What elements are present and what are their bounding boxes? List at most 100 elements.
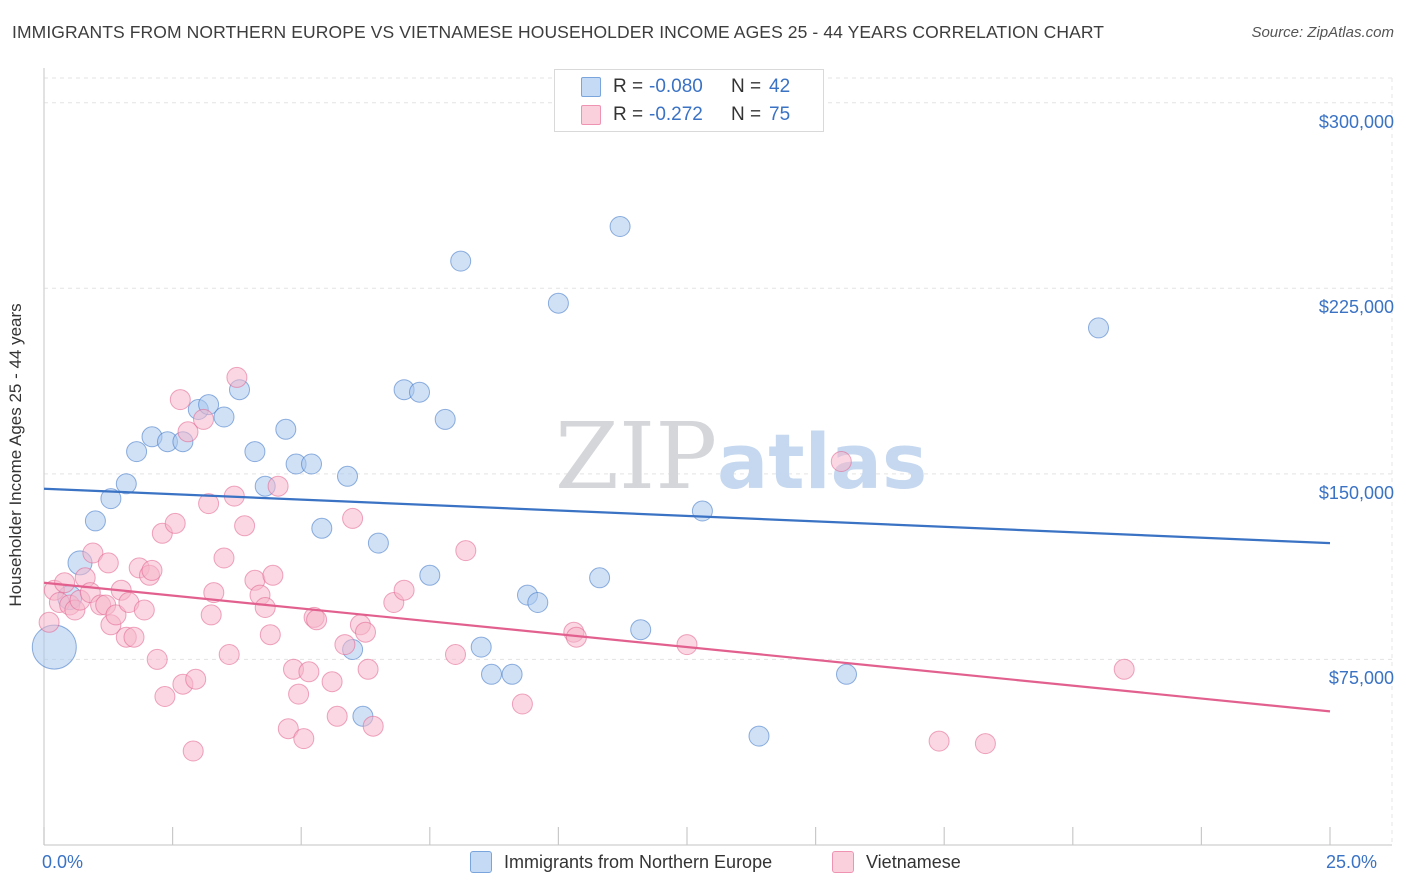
data-point-s1-57 xyxy=(342,507,364,529)
data-point-s1-31 xyxy=(185,668,207,690)
data-point-s1-51 xyxy=(298,661,320,683)
data-point-s0-4 xyxy=(100,488,122,510)
data-point-s1-23 xyxy=(146,648,168,670)
watermark-zip: ZIP xyxy=(555,403,717,510)
data-point-s1-53 xyxy=(306,609,328,631)
data-point-s1-22 xyxy=(141,559,163,581)
series-legend: Immigrants from Northern Europe Vietname… xyxy=(0,851,1406,877)
data-point-s1-61 xyxy=(362,715,384,737)
x-tick-label-min: 0.0% xyxy=(42,852,84,872)
data-point-s0-26 xyxy=(419,564,441,586)
data-point-s1-49 xyxy=(288,683,310,705)
legend-swatch-vietnamese xyxy=(581,105,601,125)
data-point-s1-3 xyxy=(54,572,76,594)
data-point-s1-26 xyxy=(164,512,186,534)
series-points-0 xyxy=(31,216,1109,747)
x-tick-label-max: 25.0% xyxy=(1326,852,1378,872)
data-point-s1-69 xyxy=(676,634,698,656)
data-point-s1-64 xyxy=(445,644,466,665)
series-label-northern-europe: Immigrants from Northern Europe xyxy=(504,851,773,872)
data-point-s0-16 xyxy=(275,418,297,440)
y-tick-label-3: $300,000 xyxy=(1318,111,1394,132)
data-point-s0-39 xyxy=(748,725,770,747)
legend-n-label: N = xyxy=(731,104,762,125)
data-point-s1-60 xyxy=(357,658,379,680)
legend-n-value: 75 xyxy=(769,104,791,125)
data-point-s1-0 xyxy=(38,611,60,633)
data-point-s1-40 xyxy=(234,515,256,537)
legend-row-northern-europe: R = -0.080 N = 42 xyxy=(555,73,790,101)
data-point-s1-9 xyxy=(82,542,104,564)
data-point-s0-41 xyxy=(1088,317,1109,339)
data-point-s0-30 xyxy=(481,663,502,685)
data-point-s0-5 xyxy=(115,473,137,495)
source-note: Source: ZipAtlas.com xyxy=(1251,24,1394,41)
data-point-s0-12 xyxy=(213,406,235,428)
y-tick-label-1: $150,000 xyxy=(1318,482,1394,503)
data-point-s0-40 xyxy=(836,663,857,685)
y-tick-label-0: $75,000 xyxy=(1328,668,1394,689)
data-point-s1-37 xyxy=(218,644,240,665)
data-point-s0-33 xyxy=(527,592,549,613)
data-point-s1-72 xyxy=(974,733,996,755)
data-point-s0-37 xyxy=(630,619,652,641)
series-points-1 xyxy=(38,366,1135,762)
data-point-s1-39 xyxy=(226,366,248,388)
legend-row-vietnamese: R = -0.272 N = 75 xyxy=(555,101,790,129)
data-point-s1-14 xyxy=(105,604,127,626)
data-point-s1-45 xyxy=(262,564,284,586)
chart-title: IMMIGRANTS FROM NORTHERN EUROPE VS VIETN… xyxy=(12,22,1105,42)
data-point-s1-30 xyxy=(182,740,204,762)
watermark-atlas: atlas xyxy=(717,417,927,506)
data-point-s1-65 xyxy=(455,540,477,562)
axes xyxy=(43,68,1392,846)
data-point-s1-71 xyxy=(928,730,950,752)
correlation-legend: R = -0.080 N = 42 R = -0.272 N = 75 xyxy=(554,69,824,132)
legend-swatch-northern-europe xyxy=(581,77,601,97)
data-point-s1-33 xyxy=(198,493,220,515)
data-point-s0-20 xyxy=(337,465,358,487)
data-point-s0-19 xyxy=(311,517,333,539)
series-label-vietnamese: Vietnamese xyxy=(866,851,961,872)
y-tick-label-2: $225,000 xyxy=(1318,297,1394,318)
data-point-s0-28 xyxy=(450,250,472,272)
data-point-s0-14 xyxy=(244,441,266,463)
series-swatch-vietnamese xyxy=(832,851,854,873)
data-point-s1-12 xyxy=(97,552,119,574)
data-point-s0-23 xyxy=(367,532,389,554)
watermark: ZIP atlas xyxy=(555,403,927,510)
y-axis-label: Householder Income Ages 25 - 44 years xyxy=(6,303,25,607)
data-point-s0-27 xyxy=(434,408,456,430)
data-points xyxy=(31,216,1135,762)
series-legend-vietnamese: Vietnamese xyxy=(832,851,961,873)
legend-n-value: 42 xyxy=(769,76,791,97)
data-point-s0-0 xyxy=(31,624,77,670)
data-point-s1-70 xyxy=(830,451,852,472)
data-point-s1-47 xyxy=(277,718,299,740)
data-point-s1-44 xyxy=(259,624,281,646)
data-point-s1-29 xyxy=(177,421,199,443)
data-point-s1-54 xyxy=(321,671,343,693)
data-point-s1-27 xyxy=(169,389,191,411)
data-point-s0-6 xyxy=(126,441,148,463)
data-point-s0-25 xyxy=(409,381,430,403)
legend-r-value: -0.080 xyxy=(649,76,703,97)
data-point-s1-18 xyxy=(123,626,145,648)
data-point-s1-43 xyxy=(254,597,276,618)
legend-n-label: N = xyxy=(731,76,762,97)
trend-lines xyxy=(43,487,1331,713)
series-swatch-northern-europe xyxy=(470,851,492,873)
series-legend-northern-europe: Immigrants from Northern Europe xyxy=(470,851,772,873)
data-point-s1-55 xyxy=(326,705,348,727)
data-point-s1-50 xyxy=(293,728,315,750)
data-point-s1-35 xyxy=(203,582,225,604)
data-point-s1-32 xyxy=(193,408,214,430)
data-point-s1-63 xyxy=(393,579,415,601)
data-point-s0-38 xyxy=(691,500,713,522)
data-point-s1-66 xyxy=(511,693,533,715)
data-point-s1-20 xyxy=(133,599,155,621)
data-point-s0-35 xyxy=(589,567,611,589)
data-point-s0-31 xyxy=(501,663,523,685)
data-point-s0-3 xyxy=(84,510,106,532)
